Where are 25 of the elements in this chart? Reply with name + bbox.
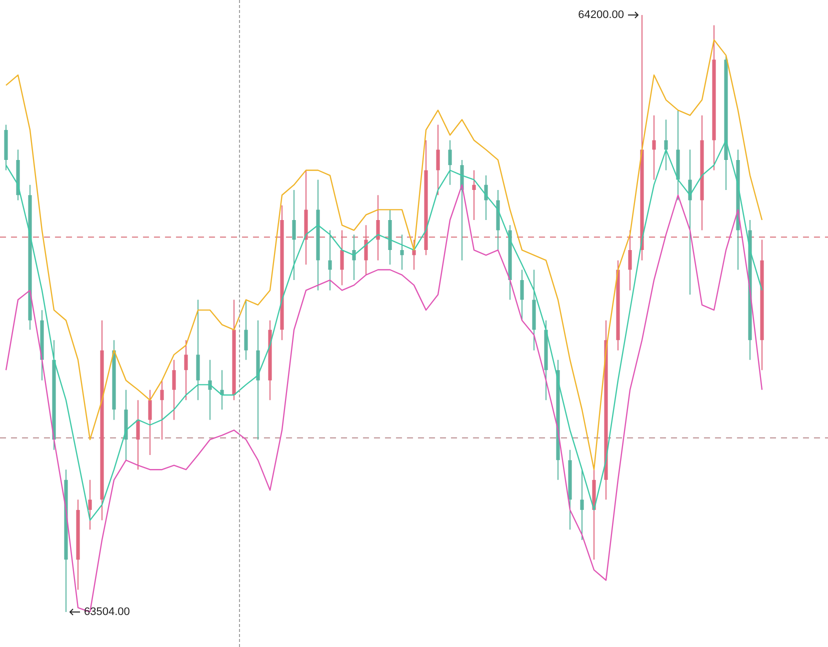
- candlestick: [88, 479, 92, 530]
- annotation: 64200.00: [578, 9, 624, 22]
- candlestick: [412, 239, 416, 270]
- candlestick: [244, 299, 248, 360]
- candlestick: [160, 380, 164, 440]
- candlestick: [328, 230, 332, 291]
- candlestick: [652, 114, 656, 180]
- candlestick: [352, 234, 356, 281]
- candlestick: [148, 389, 152, 456]
- candlestick: [208, 359, 212, 420]
- candlestick: [484, 174, 488, 221]
- candlestick: [580, 469, 584, 540]
- candlestick: [664, 119, 668, 171]
- candlestick: [184, 340, 188, 401]
- candlestick: [172, 359, 176, 420]
- candlestick: [520, 269, 524, 321]
- annotation: 63504.00: [84, 606, 130, 618]
- candlestick: [400, 234, 404, 270]
- candlestick: [472, 170, 476, 221]
- candlestick: [376, 194, 380, 261]
- candlestick: [136, 400, 140, 470]
- candlestick: [292, 189, 296, 281]
- candlestick: [688, 149, 692, 296]
- candlestick: [436, 124, 440, 196]
- candlestick: [448, 140, 452, 186]
